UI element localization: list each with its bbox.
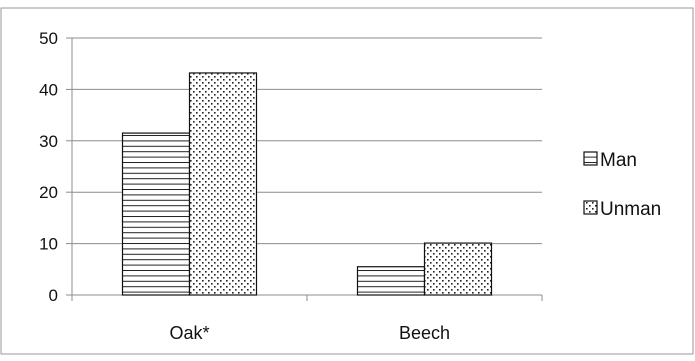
- chart-border: [0, 7, 694, 355]
- bar-man-0: [121, 132, 191, 296]
- axis-labels: 0 10 20 30 40 50 Oak* Beech: [39, 29, 450, 343]
- y-tick-label: 50: [39, 29, 58, 48]
- y-tick-label: 0: [49, 286, 58, 305]
- bars: [121, 72, 493, 296]
- legend-label-man: Man: [600, 150, 637, 171]
- y-tick-label: 20: [39, 183, 58, 202]
- legend-swatch-unman: [583, 200, 598, 215]
- y-tick-label: 40: [39, 80, 58, 99]
- legend-label-unman: Unman: [600, 199, 661, 220]
- x-tick-label: Beech: [399, 323, 450, 343]
- bar-unman-1: [423, 242, 493, 296]
- bar-unman-0: [188, 72, 258, 296]
- legend-swatch-man: [583, 151, 598, 166]
- bar-man-1: [356, 266, 426, 296]
- y-tick-label: 30: [39, 132, 58, 151]
- legend: Man Unman: [583, 150, 661, 220]
- x-tick-label: Oak*: [169, 323, 209, 343]
- y-tick-label: 10: [39, 235, 58, 254]
